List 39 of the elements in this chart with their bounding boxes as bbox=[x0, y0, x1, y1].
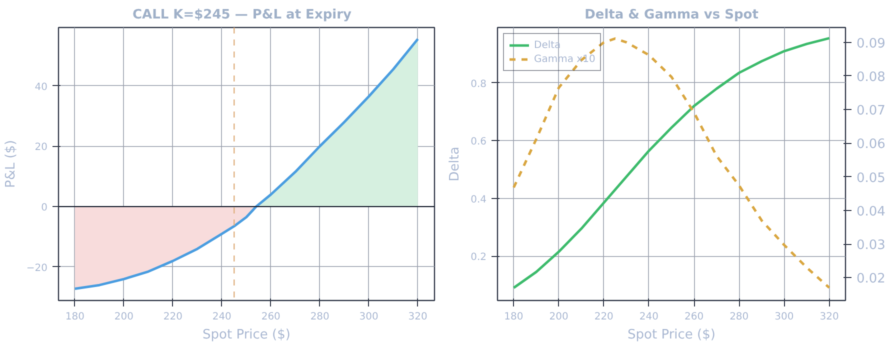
y-tick-label: 0.4 bbox=[470, 194, 487, 206]
y-tick-label: 20 bbox=[34, 142, 48, 154]
x-tick-label: 240 bbox=[212, 312, 232, 322]
x-tick-label: 280 bbox=[730, 312, 749, 322]
x-tick-label: 300 bbox=[359, 312, 378, 322]
y2-tick-label: 0.02 bbox=[856, 272, 886, 287]
y-tick-label: 0.6 bbox=[470, 136, 487, 148]
line-series bbox=[74, 38, 420, 290]
x-tick-label: 180 bbox=[504, 312, 524, 322]
y2-tick-label: 0.04 bbox=[856, 204, 886, 220]
x-tick-label: 280 bbox=[310, 312, 330, 322]
y2-tick-label: 0.07 bbox=[856, 104, 886, 119]
y-tick-label: 0.8 bbox=[470, 78, 487, 90]
y-axis-title: P&L ($) bbox=[3, 140, 18, 188]
y2-tick-label: 0.08 bbox=[856, 70, 886, 85]
y-tick-label: 0.2 bbox=[470, 252, 487, 264]
x-tick-label: 260 bbox=[684, 312, 704, 322]
y2-tick-label: 0.09 bbox=[856, 36, 886, 52]
x-tick-label: 200 bbox=[114, 312, 134, 322]
y2-tick-label: 0.03 bbox=[856, 238, 886, 254]
y2-tick-label: 0.06 bbox=[856, 137, 886, 152]
y-axis-title: Delta bbox=[448, 146, 463, 182]
x-tick-label: 220 bbox=[594, 312, 614, 322]
x-tick-label: 180 bbox=[65, 312, 84, 322]
x-tick-label: 220 bbox=[163, 312, 182, 322]
chart-title: Delta & Gamma vs Spot bbox=[584, 8, 758, 22]
x-tick-label: 300 bbox=[774, 312, 794, 322]
x-tick-label: 320 bbox=[408, 312, 428, 322]
x-tick-label: 200 bbox=[549, 312, 568, 322]
y-tick-label: 0 bbox=[41, 202, 48, 214]
x-axis-title: Spot Price ($) bbox=[202, 328, 290, 342]
x-tick-label: 320 bbox=[820, 312, 839, 322]
x-axis-title: Spot Price ($) bbox=[628, 328, 716, 342]
y-tick-label: −20 bbox=[26, 262, 48, 274]
chart-title: CALL K=$245 — P&L at Expiry bbox=[132, 8, 352, 22]
x-tick-label: 240 bbox=[639, 312, 659, 322]
y2-tick-label: 0.05 bbox=[856, 170, 886, 186]
x-tick-label: 260 bbox=[261, 312, 280, 322]
y-tick-label: 40 bbox=[34, 82, 48, 93]
